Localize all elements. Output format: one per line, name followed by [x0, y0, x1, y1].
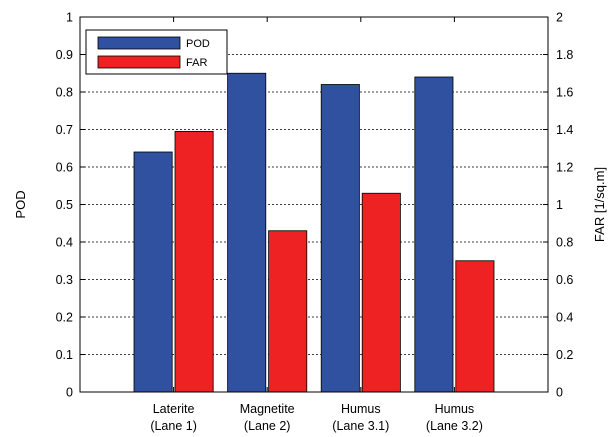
left-tick-label: 0.3 — [56, 273, 73, 287]
bar-pod — [320, 84, 360, 393]
left-tick-label: 0 — [66, 386, 73, 400]
right-tick-label: 0.2 — [556, 348, 573, 362]
right-tick-label: 0 — [556, 386, 563, 400]
x-tick-label: Humus — [341, 402, 381, 416]
left-tick-label: 0.9 — [56, 48, 73, 62]
left-tick-label: 1 — [66, 11, 73, 25]
right-tick-label: 1.2 — [556, 161, 573, 175]
right-tick-label: 0.4 — [556, 311, 573, 325]
bar-pod — [414, 76, 454, 393]
left-tick-label: 0.2 — [56, 311, 73, 325]
x-tick-label: (Lane 3.2) — [426, 419, 483, 433]
left-tick-label: 0.1 — [56, 348, 73, 362]
x-tick-label: (Lane 1) — [150, 419, 197, 433]
legend-swatch-far — [97, 55, 181, 69]
bar-far — [268, 230, 308, 393]
right-tick-label: 1.8 — [556, 48, 573, 62]
right-tick-label: 2 — [556, 11, 563, 25]
bar-pod — [133, 151, 173, 393]
legend-label-far: FAR — [186, 57, 207, 69]
legend-label-pod: POD — [186, 38, 210, 50]
left-tick-label: 0.8 — [56, 86, 73, 100]
x-tick-label: (Lane 2) — [244, 419, 291, 433]
left-tick-label: 0.5 — [56, 198, 73, 212]
right-tick-label: 1 — [556, 198, 563, 212]
right-tick-label: 1.6 — [556, 86, 573, 100]
x-axis-tick-labels: Laterite (Lane 1) Magnetite (Lane 2) Humus (L… — [150, 17, 483, 433]
x-tick-label: Magnetite — [240, 402, 295, 416]
bar-far — [174, 130, 214, 393]
x-tick-label: (Lane 3.1) — [332, 419, 389, 433]
bars — [133, 72, 495, 393]
y-axis-right-label: FAR [1/sq.m] — [592, 167, 607, 242]
left-axis-ticks: 0 0.1 0.2 0.3 0.4 0.5 0.6 0.7 0.8 0.9 1 — [56, 11, 85, 400]
x-tick-label: Humus — [435, 402, 475, 416]
legend-swatch-pod — [97, 36, 181, 50]
bar-pod — [227, 72, 267, 393]
legend: POD FAR — [85, 29, 228, 75]
right-tick-label: 0.6 — [556, 273, 573, 287]
left-tick-label: 0.4 — [56, 236, 73, 250]
x-tick-label: Laterite — [153, 402, 195, 416]
left-tick-label: 0.7 — [56, 123, 73, 137]
right-tick-label: 0.8 — [556, 236, 573, 250]
y-axis-left-label: POD — [13, 190, 28, 218]
bar-far — [455, 260, 495, 393]
right-tick-label: 1.4 — [556, 123, 573, 137]
right-axis-ticks: 0 0.2 0.4 0.6 0.8 1 1.2 1.4 1.6 1.8 2 — [543, 11, 573, 400]
bar-far — [361, 192, 401, 393]
left-tick-label: 0.6 — [56, 161, 73, 175]
